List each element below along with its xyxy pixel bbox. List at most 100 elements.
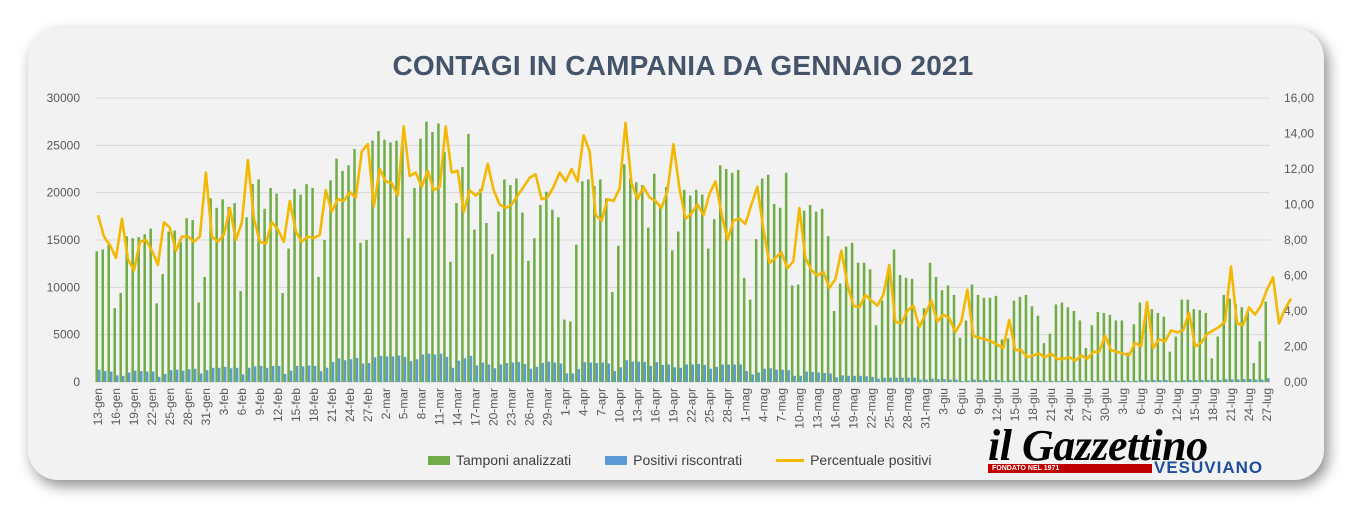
bar-positivi: [907, 377, 910, 382]
legend-item-tamponi: Tamponi analizzati: [428, 452, 571, 468]
bar-tamponi: [131, 238, 134, 382]
bar-positivi: [1063, 380, 1066, 382]
bar-tamponi: [407, 238, 410, 382]
bar-tamponi: [1174, 336, 1178, 382]
bar-tamponi: [611, 292, 614, 382]
x-tick-label: 16-apr: [649, 388, 663, 423]
bar-positivi: [1147, 380, 1150, 382]
x-tick-label: 21-lug: [1224, 388, 1238, 421]
bar-tamponi: [862, 262, 866, 382]
bar-tamponi: [155, 303, 158, 382]
bar-tamponi: [1024, 294, 1028, 382]
x-tick-label: 19-mag: [846, 388, 860, 429]
bar-tamponi: [820, 208, 824, 382]
bar-positivi: [643, 362, 647, 382]
bar-positivi: [913, 377, 916, 382]
bar-tamponi: [359, 242, 362, 382]
x-tick-label: 7-mag: [774, 388, 788, 422]
bar-positivi: [1213, 380, 1216, 382]
x-tick-label: 10-apr: [613, 388, 627, 423]
bar-positivi: [121, 375, 125, 382]
bar-positivi: [187, 369, 191, 382]
bar-tamponi: [311, 187, 314, 382]
bar-positivi: [1105, 380, 1108, 382]
bar-positivi: [1081, 380, 1084, 382]
logo-main-text: il Gazzettino: [988, 421, 1208, 470]
bar-tamponi: [587, 179, 590, 382]
bar-positivi: [481, 362, 485, 382]
bar-positivi: [271, 365, 275, 382]
bar-positivi: [571, 373, 575, 382]
bar-tamponi: [491, 254, 494, 382]
bar-positivi: [475, 365, 479, 382]
bar-tamponi: [125, 236, 128, 382]
bar-tamponi: [305, 184, 308, 382]
x-tick-label: 12-lug: [1170, 388, 1184, 421]
bar-tamponi: [760, 178, 764, 382]
x-tick-label: 9-feb: [253, 388, 267, 416]
bar-tamponi: [1144, 309, 1148, 382]
bar-positivi: [1099, 380, 1102, 382]
bar-positivi: [109, 371, 113, 382]
bar-positivi: [811, 372, 814, 382]
bar-positivi: [1201, 379, 1204, 382]
bar-positivi: [355, 357, 359, 382]
bar-tamponi: [149, 228, 152, 382]
bar-positivi: [817, 372, 820, 382]
bar-tamponi: [664, 186, 668, 382]
bar-positivi: [871, 376, 874, 382]
bar-tamponi: [203, 276, 206, 382]
bar-tamponi: [287, 248, 290, 382]
x-tick-label: 13-apr: [631, 388, 645, 423]
bar-tamponi: [473, 229, 476, 382]
bar-tamponi: [964, 320, 968, 382]
bar-positivi: [427, 353, 431, 382]
bar-positivi: [721, 364, 724, 382]
bar-positivi: [1255, 379, 1258, 382]
bar-tamponi: [1048, 333, 1052, 382]
bar-tamponi: [161, 274, 164, 382]
bar-tamponi: [958, 337, 962, 382]
bar-positivi: [1195, 380, 1198, 382]
bar-tamponi: [838, 283, 842, 382]
bar-positivi: [955, 379, 958, 382]
bar-positivi: [883, 377, 886, 382]
bar-tamponi: [563, 319, 566, 382]
bar-tamponi: [215, 207, 218, 382]
bar-positivi: [667, 364, 671, 382]
bar-positivi: [1087, 381, 1090, 382]
bar-positivi: [1177, 380, 1180, 382]
bar-tamponi: [257, 179, 260, 382]
bar-tamponi: [766, 174, 770, 382]
bar-positivi: [1069, 380, 1072, 382]
bar-positivi: [445, 356, 449, 382]
bar-tamponi: [539, 204, 542, 382]
bar-positivi: [553, 362, 557, 382]
bar-tamponi: [365, 240, 368, 382]
bar-positivi: [949, 379, 952, 382]
bar-tamponi: [904, 277, 908, 382]
bar-positivi: [175, 369, 179, 382]
gazzettino-logo: il Gazzettino FONDATO NEL 1971 VESUVIANO: [988, 421, 1278, 477]
x-tick-label: 16-gen: [109, 388, 123, 425]
bar-tamponi: [143, 234, 146, 382]
bar-positivi: [709, 368, 712, 382]
bar-positivi: [1003, 381, 1006, 382]
bar-positivi: [739, 364, 742, 382]
y-right-tick-label: 2,00: [1284, 340, 1308, 354]
bar-tamponi: [1138, 302, 1142, 382]
bar-positivi: [517, 362, 521, 382]
bar-tamponi: [868, 269, 872, 382]
bar-positivi: [157, 376, 161, 382]
bar-positivi: [1123, 380, 1126, 382]
bar-positivi: [223, 366, 227, 382]
bar-tamponi: [952, 294, 956, 382]
bar-tamponi: [641, 185, 644, 382]
x-tick-label: 9-giu: [972, 388, 986, 415]
bar-tamponi: [371, 140, 374, 382]
bar-tamponi: [910, 278, 914, 382]
bar-tamponi: [832, 311, 836, 382]
bar-tamponi: [617, 245, 620, 382]
bar-positivi: [661, 364, 665, 382]
bar-positivi: [577, 369, 581, 382]
